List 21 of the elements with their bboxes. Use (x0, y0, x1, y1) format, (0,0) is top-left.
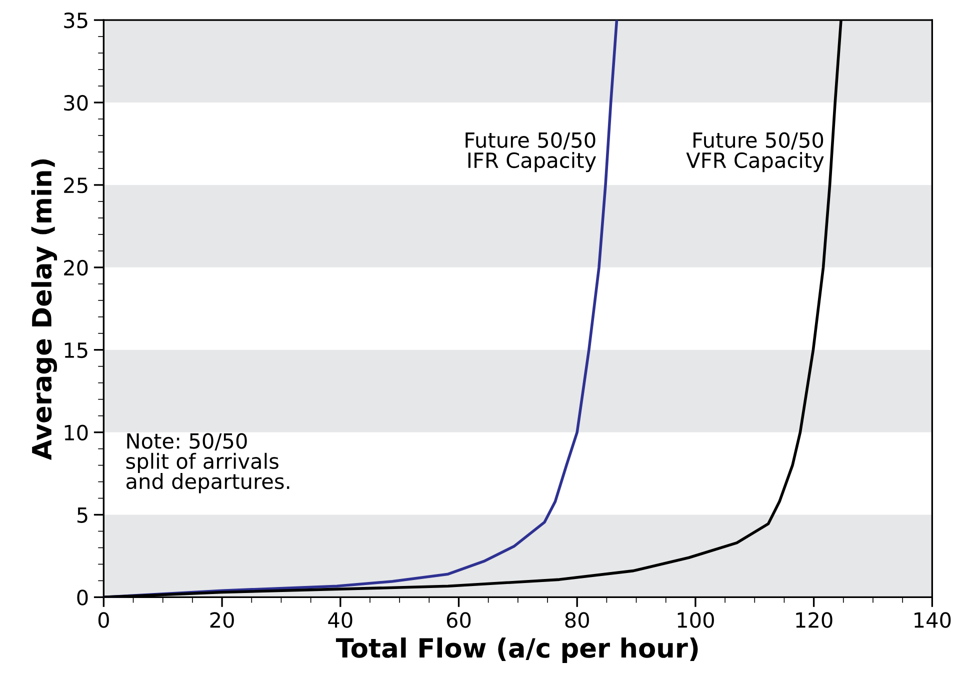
y-tick-label: 25 (64, 177, 88, 194)
annotation: Future 50/50 IFR Capacity (466, 132, 596, 172)
x-tick-label: 60 (446, 612, 471, 628)
x-tick-label: 140 (914, 612, 951, 628)
x-tick-label: 0 (98, 612, 109, 628)
x-tick-label: 120 (796, 612, 832, 628)
y-tick-label: 15 (64, 342, 88, 358)
y-tick-label: 35 (64, 12, 88, 28)
x-axis-title: Total Flow (a/c per hour) (336, 638, 698, 664)
y-tick-label: 0 (77, 590, 88, 606)
y-tick-label: 5 (77, 507, 88, 523)
y-tick-label: 20 (64, 260, 88, 276)
x-tick-label: 100 (678, 612, 714, 628)
x-tick-label: 40 (328, 612, 352, 628)
y-tick-label: 30 (64, 94, 88, 111)
y-tick-label: 10 (64, 424, 88, 441)
y-axis-title: Average Delay (min) (31, 159, 58, 460)
annotation: Future 50/50 VFR Capacity (686, 132, 824, 172)
annotation: Note: 50/50 split of arrivals and departures. (126, 433, 290, 494)
x-tick-label: 20 (210, 612, 234, 628)
x-tick-label: 80 (565, 612, 589, 628)
